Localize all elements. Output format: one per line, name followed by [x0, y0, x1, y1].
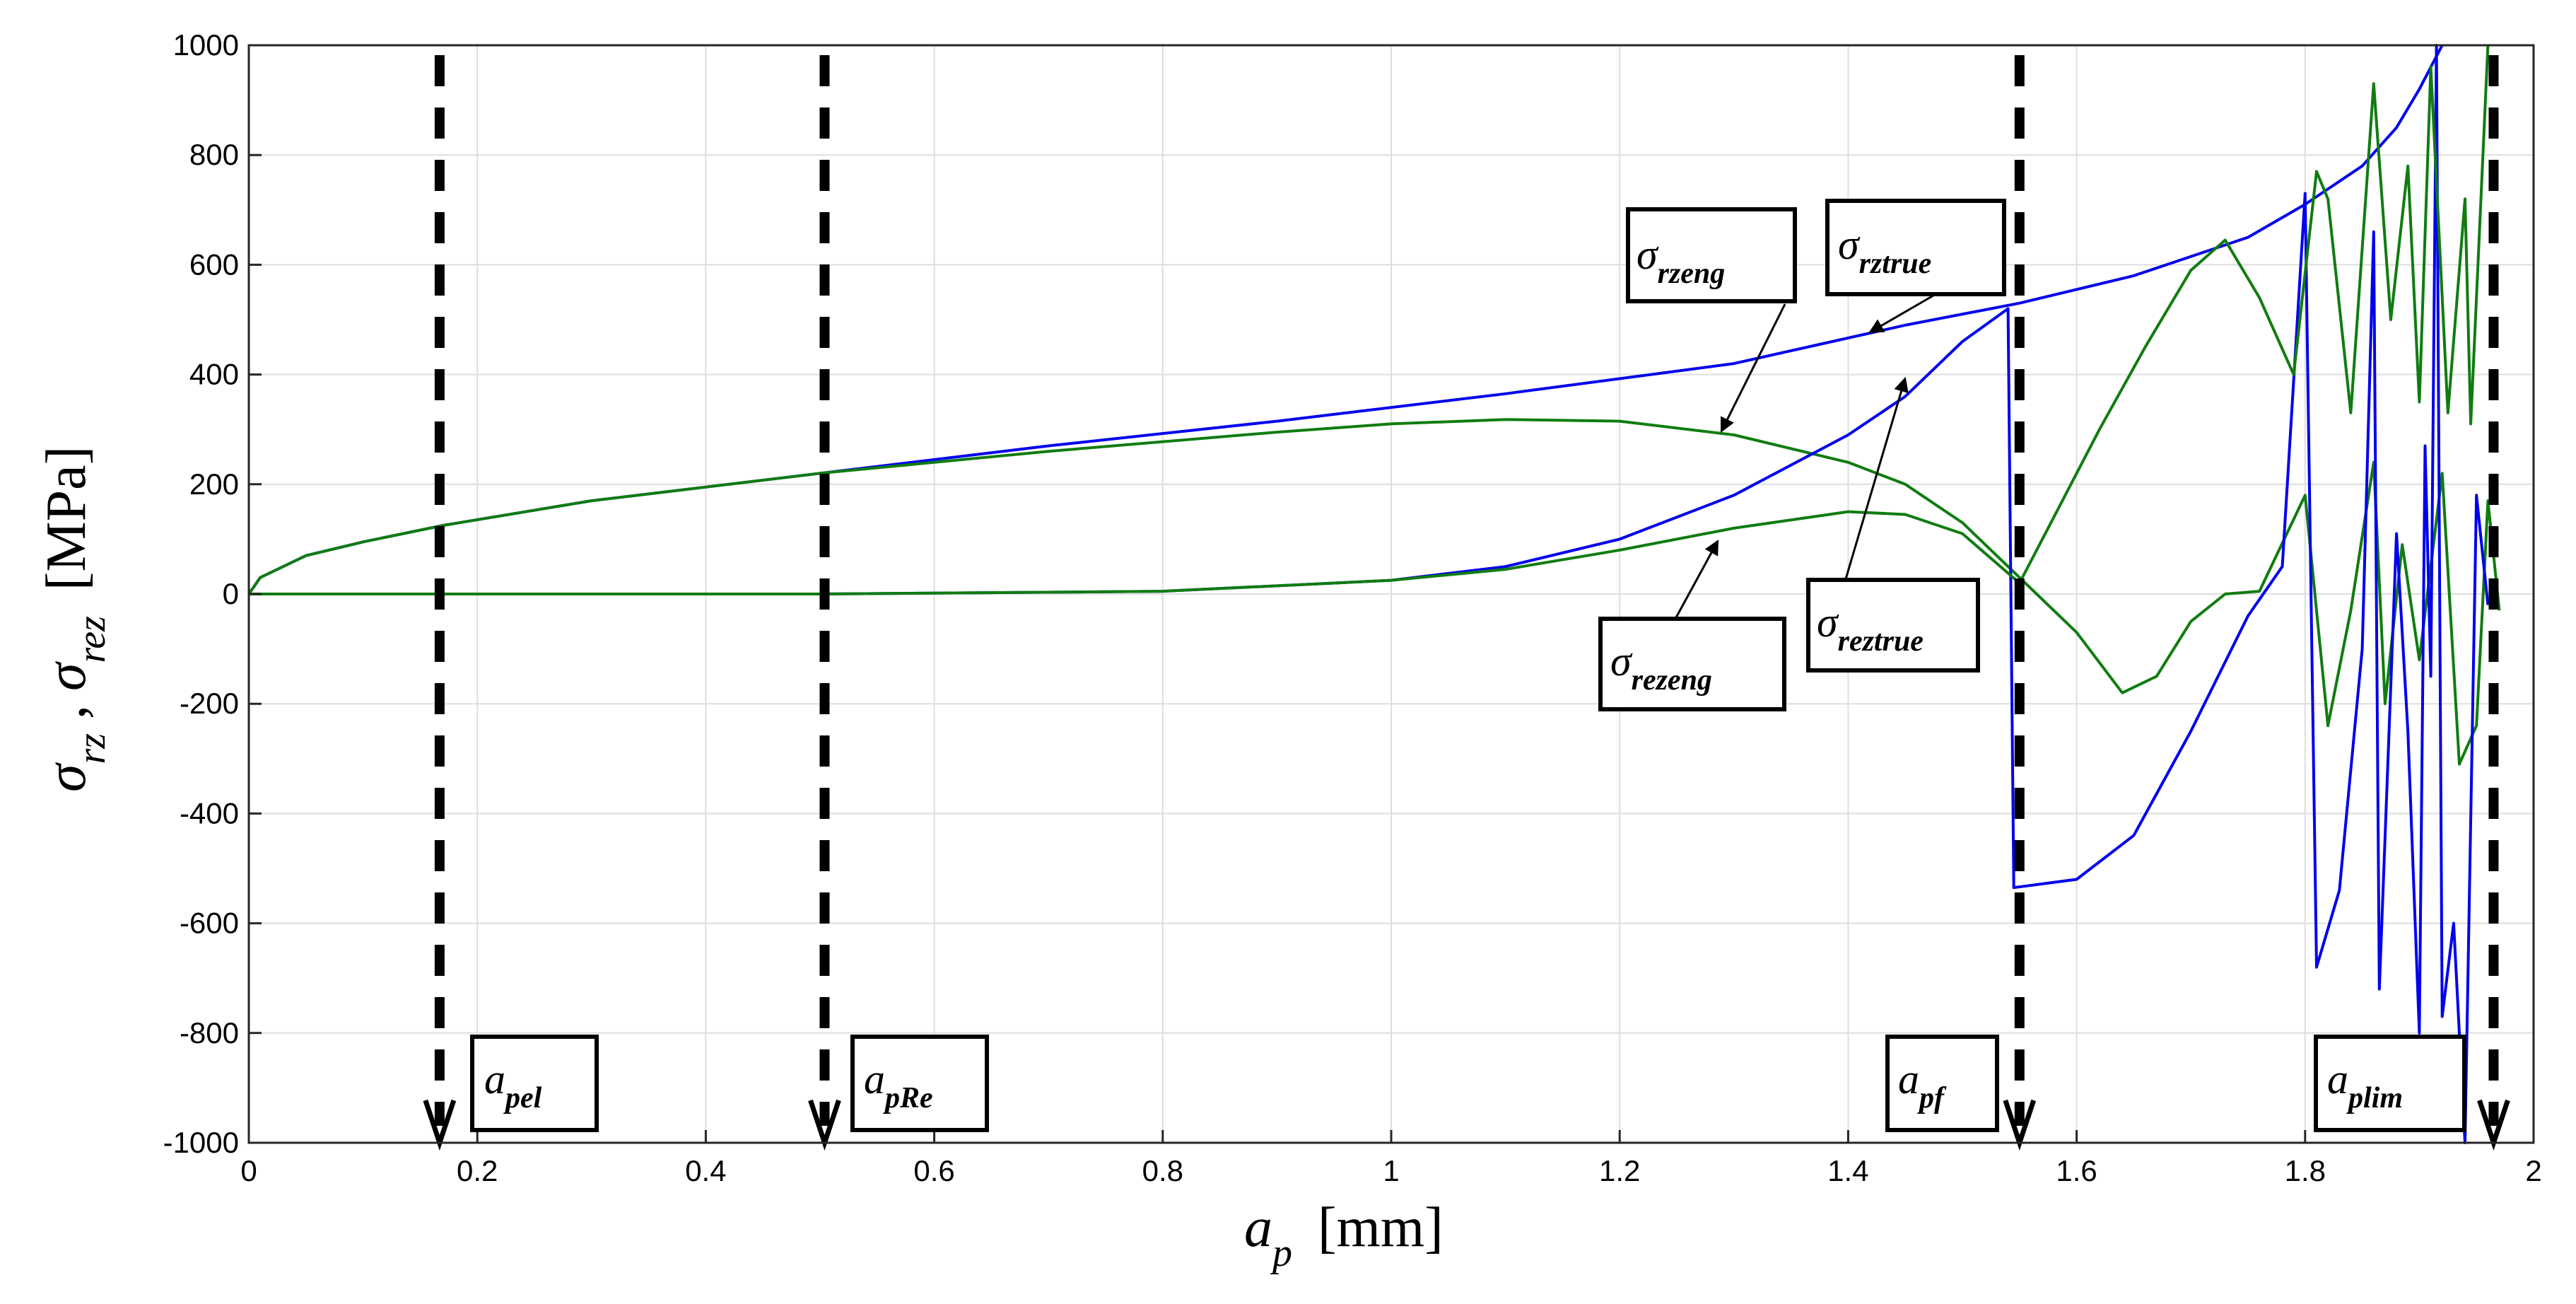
annot-rezeng: σrezeng: [1598, 617, 1786, 711]
svg-text:σrztrue: σrztrue: [1838, 221, 1931, 280]
y-tick-label: 400: [189, 358, 239, 391]
svg-text:σrzeng: σrzeng: [1637, 231, 1725, 290]
y-tick-labels: -1000 -800 -600 -400 -200 0 200 400 600 800 1000: [163, 28, 262, 1159]
series-line-3: [249, 45, 2490, 595]
y-tick-label: 1000: [173, 28, 239, 62]
marker-label-apRe: apRe: [850, 1035, 989, 1132]
x-tick-label: 0: [240, 1154, 257, 1187]
vertical-markers: [423, 55, 2510, 1151]
x-tick-labels: 0 0.2 0.4 0.6 0.8 1 1.2 1.4 1.6 1.8 2: [240, 1130, 2542, 1187]
marker-label-apf: apf: [1885, 1035, 1999, 1132]
data-series: [247, 44, 2501, 1144]
x-tick-label: 1.2: [1599, 1154, 1640, 1187]
x-tick-label: 0.6: [913, 1154, 954, 1187]
y-tick-label: 600: [189, 248, 239, 281]
series-line-1: [247, 418, 2501, 766]
arrow-rztrue: [1868, 292, 1938, 334]
y-tick-label: -600: [180, 907, 239, 940]
y-tick-label: -400: [180, 796, 239, 829]
y-axis-label: σrz , σrez[MPa]: [35, 446, 114, 792]
x-tick-label: 0.8: [1142, 1154, 1183, 1187]
arrow-reztrue: [1844, 376, 1909, 582]
svg-text:apel: apel: [484, 1056, 542, 1114]
arrow-rzeng: [1720, 303, 1786, 433]
x-axis-label: ap [mm]: [1244, 1197, 1444, 1275]
svg-text:aplim: aplim: [2327, 1056, 2403, 1114]
svg-text:σrezeng: σrezeng: [1610, 638, 1712, 697]
x-tick-label: 1.8: [2285, 1154, 2326, 1187]
y-tick-label: 200: [189, 467, 239, 501]
x-tick-label: 1: [1383, 1154, 1399, 1187]
svg-text:apf: apf: [1898, 1056, 1947, 1114]
y-tick-label: -1000: [163, 1126, 239, 1159]
x-tick-label: 1.6: [2056, 1154, 2097, 1187]
arrow-rezeng: [1674, 540, 1719, 619]
x-tick-label: 0.2: [457, 1154, 498, 1187]
y-tick-label: 0: [223, 577, 239, 610]
y-tick-label: 800: [189, 138, 239, 171]
y-tick-label: -800: [180, 1016, 239, 1049]
y-tick-label: -200: [180, 687, 239, 720]
marker-label-apel: apel: [470, 1035, 599, 1132]
x-tick-label: 2: [2525, 1154, 2541, 1187]
annot-rzeng: σrzeng: [1626, 207, 1797, 303]
svg-text:σreztrue: σreztrue: [1817, 599, 1924, 658]
annot-rztrue: σrztrue: [1825, 199, 2006, 296]
x-tick-label: 1.4: [1827, 1154, 1868, 1187]
svg-text:apRe: apRe: [864, 1056, 933, 1114]
annot-reztrue: σreztrue: [1806, 578, 1980, 673]
x-tick-label: 0.4: [685, 1154, 726, 1187]
marker-label-aplim: aplim: [2314, 1035, 2466, 1132]
series-line-2: [249, 44, 2490, 1144]
